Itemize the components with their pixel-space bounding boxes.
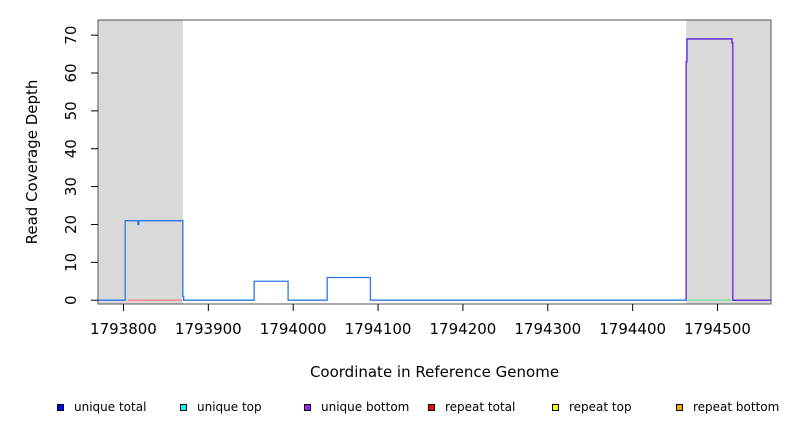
x-tick-label: 1794000 (260, 320, 327, 338)
y-tick-label: 60 (62, 63, 80, 82)
y-tick-label: 0 (62, 295, 80, 305)
series-line (685, 38, 771, 301)
y-tick-label: 10 (62, 253, 80, 272)
legend-swatch (57, 403, 64, 411)
legend-label: unique total (74, 400, 147, 414)
y-tick-label: 20 (62, 215, 80, 234)
x-tick-label: 1793800 (90, 320, 157, 338)
x-tick-label: 1794300 (514, 320, 581, 338)
legend-item: repeat top (552, 400, 632, 414)
legend-label: unique bottom (321, 400, 410, 414)
x-axis-label: Coordinate in Reference Genome (310, 363, 559, 381)
legend-label: repeat total (445, 400, 516, 414)
plot-frame (97, 19, 772, 305)
shaded-regions (98, 20, 771, 304)
x-tick-label: 1794500 (684, 320, 751, 338)
x-tick-label: 1794400 (599, 320, 666, 338)
y-tick-label: 50 (62, 101, 80, 120)
x-tick-label: 1793900 (175, 320, 242, 338)
x-axis: 1793800 1793900 1794000 1794100 1794200 17943… (90, 304, 751, 338)
legend-item: repeat bottom (676, 400, 779, 414)
y-axis: 0 10 20 30 40 50 60 70 (62, 26, 98, 305)
legend-item: unique total (57, 400, 146, 414)
series-layer (98, 38, 771, 301)
legend-swatch (552, 403, 559, 411)
x-tick-label: 1794100 (345, 320, 412, 338)
x-tick-label: 1794200 (430, 320, 497, 338)
legend-swatch (304, 403, 311, 411)
legend-item: unique bottom (304, 400, 409, 414)
shaded-region (98, 20, 183, 304)
legend-label: unique top (197, 400, 262, 414)
legend-item: unique top (180, 400, 262, 414)
series-line (98, 38, 771, 301)
legend-swatch (428, 403, 435, 411)
y-tick-label: 70 (62, 26, 80, 45)
legend-item: repeat total (428, 400, 515, 414)
legend-swatch (180, 403, 187, 411)
y-axis-label: Read Coverage Depth (23, 80, 41, 245)
legend-swatch (676, 403, 683, 411)
legend: unique total unique top unique bottom repea… (0, 400, 792, 420)
shaded-region (686, 20, 771, 304)
legend-label: repeat bottom (693, 400, 780, 414)
legend-label: repeat top (569, 400, 632, 414)
y-tick-label: 40 (62, 139, 80, 158)
y-tick-label: 30 (62, 177, 80, 196)
